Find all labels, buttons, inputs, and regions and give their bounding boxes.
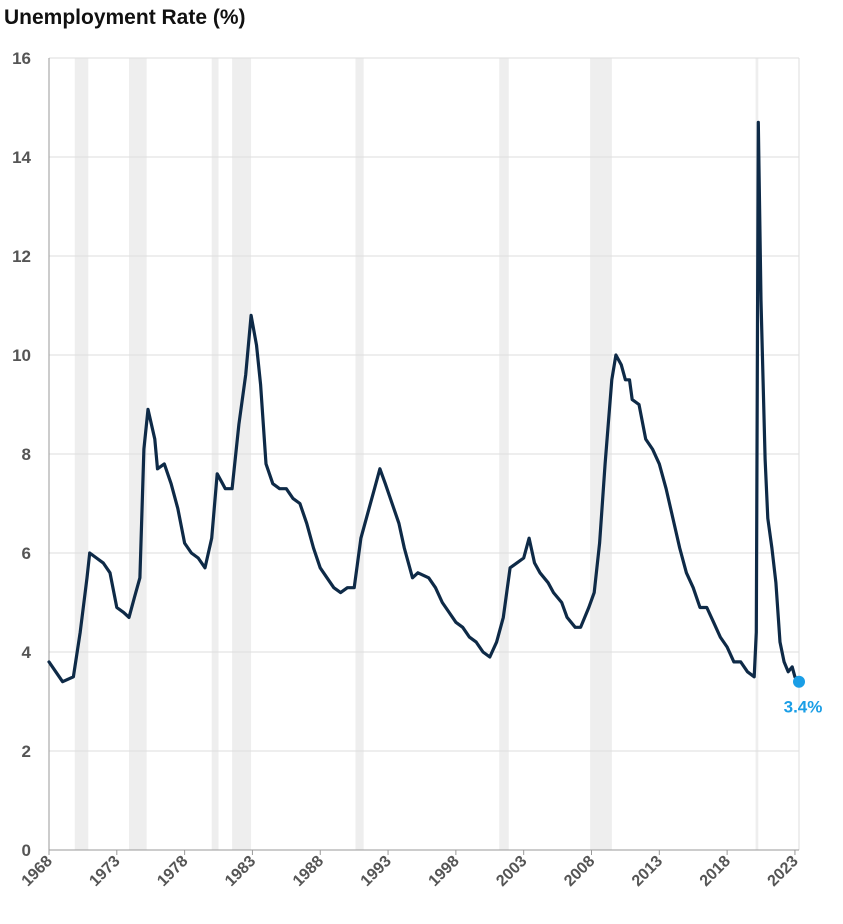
x-tick-label: 1988 [290,853,327,890]
x-tick-label: 1983 [222,853,259,890]
x-tick-label: 2018 [697,853,734,890]
y-tick-label: 0 [22,841,31,860]
x-tick-label: 1978 [154,853,191,890]
x-tick-label: 2003 [493,853,530,890]
x-tick-label: 1973 [86,853,123,890]
y-tick-label: 2 [22,742,31,761]
x-tick-label: 2013 [629,853,666,890]
y-tick-label: 4 [22,643,32,662]
axes [48,58,799,851]
end-point-layer: 3.4% [784,675,823,717]
end-point-marker [793,675,805,688]
x-tick-label: 2023 [765,853,802,890]
y-tick-label: 14 [12,148,31,167]
y-tick-label: 16 [12,49,31,68]
x-tick-label: 2008 [561,853,598,890]
x-tick-label: 1998 [426,853,463,890]
y-tick-label: 6 [22,544,31,563]
y-tick-label: 12 [12,247,31,266]
series-line-0 [47,120,801,684]
chart-title: Unemployment Rate (%) [4,6,246,29]
end-point-label: 3.4% [784,698,823,717]
y-tick-labels: 0 2 4 6 8 10 12 14 16 [12,49,31,860]
y-tick-label: 10 [12,346,31,365]
x-tick-labels: 1968 1973 1978 1983 1988 1993 1998 2003 2008 2013… [19,850,802,890]
series-layer [47,120,801,684]
y-tick-label: 8 [22,445,31,464]
gridlines [49,57,800,850]
x-tick-label: 1993 [358,853,395,890]
